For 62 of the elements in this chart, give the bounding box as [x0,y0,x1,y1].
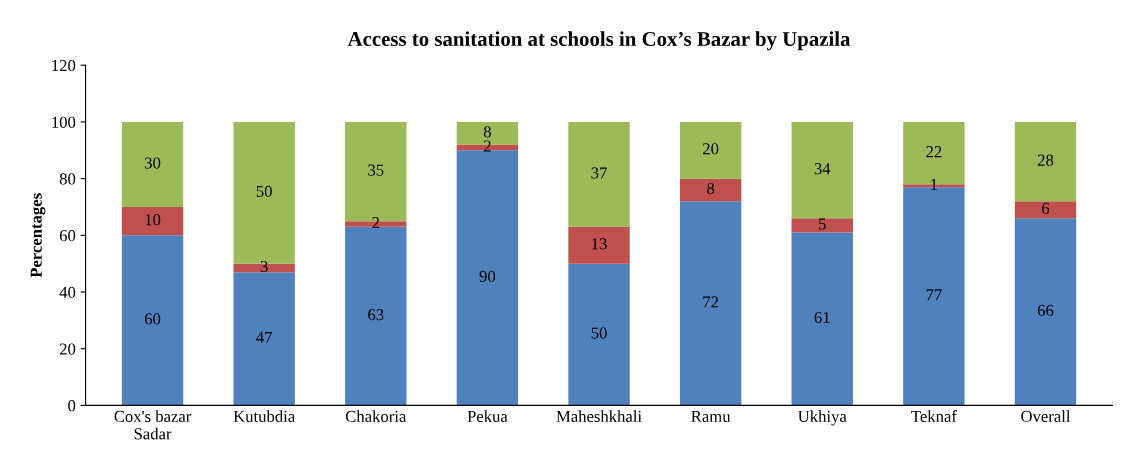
data-label: 61 [814,311,830,324]
x-tick-label: Kutubdia [233,410,295,423]
bar [456,150,519,406]
x-tick-label: Pekua [467,410,508,423]
data-label: 8 [483,126,491,138]
bar [345,226,407,406]
bar [233,272,295,406]
data-label: 3 [260,260,268,273]
bar [1014,218,1077,406]
bar [791,232,853,406]
bar [233,263,295,273]
x-tick-label: Maheshkhali [556,410,642,423]
x-tick-label: Cox's bazar Sadar [114,410,192,440]
data-label: 8 [707,182,715,195]
bar [1014,121,1077,202]
data-label: 60 [144,313,161,325]
x-tick-label: Overall [1021,410,1071,423]
data-label: 63 [368,309,384,321]
x-tick-label: Ramu [691,410,731,423]
data-label: 50 [591,327,607,339]
bar [679,178,742,202]
y-tick-label: 120 [52,59,76,72]
y-tick-label: 100 [52,116,76,128]
bar [121,235,184,406]
data-label: 77 [926,289,942,301]
bar [679,201,742,406]
y-tick-label: 20 [59,343,76,355]
data-label: 28 [1037,154,1054,166]
y-tick-label: 80 [59,173,76,185]
data-label: 72 [703,296,719,308]
bar [568,226,630,264]
data-label: 50 [256,185,272,197]
data-label: 10 [145,214,161,226]
bar [791,121,853,219]
data-label: 37 [591,167,607,179]
data-label: 22 [926,146,942,158]
data-label: 20 [703,143,719,155]
bar [791,218,853,233]
data-label: 6 [1042,202,1050,214]
y-tick-label: 40 [59,286,76,298]
data-label: 90 [479,270,496,283]
data-label: 1 [931,178,938,190]
data-label: 5 [819,218,826,230]
bar [679,121,742,179]
data-label: 47 [256,331,273,343]
chart-title: Access to sanitation at schools in Cox’s Bazar by Upazila [347,31,851,51]
y-tick-label: 0 [68,400,76,412]
bar [121,121,184,207]
x-tick-label: Teknaf [911,410,957,423]
data-label: 13 [592,238,607,250]
x-tick-label: Ukhiya [798,410,847,426]
y-tick-label: 60 [59,230,76,242]
y-axis-title: Percentages [30,193,46,278]
data-label: 66 [1037,304,1054,317]
data-label: 35 [368,164,384,176]
bar [568,263,630,406]
bar [1014,201,1077,219]
bar [568,121,630,227]
x-tick-label: Chakoria [345,410,407,423]
bar [121,206,184,236]
data-label: 30 [145,157,161,169]
data-label: 34 [814,163,831,175]
